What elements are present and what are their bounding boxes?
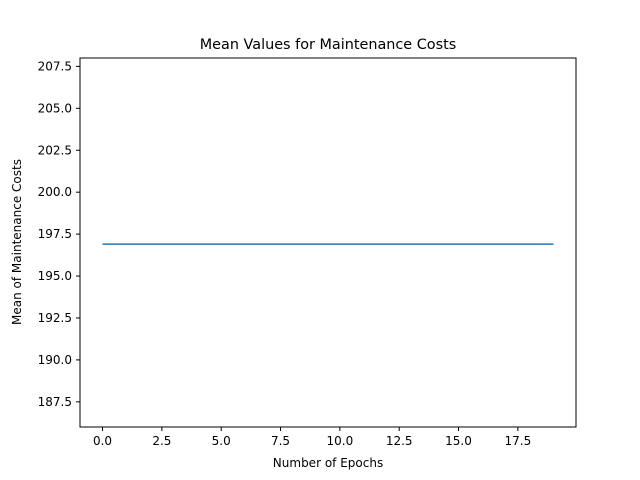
y-tick-label: 205.0 bbox=[38, 101, 72, 115]
x-tick-label: 12.5 bbox=[386, 434, 413, 448]
y-tick-label: 190.0 bbox=[38, 353, 72, 367]
y-tick-label: 207.5 bbox=[38, 59, 72, 73]
y-tick-label: 195.0 bbox=[38, 269, 72, 283]
y-tick-label: 197.5 bbox=[38, 227, 72, 241]
y-axis-ticks: 187.5 190.0 192.5 195.0 197.5 200.0 202.5 205.0… bbox=[38, 59, 80, 409]
x-axis-label: Number of Epochs bbox=[273, 456, 383, 470]
x-tick-label: 7.5 bbox=[271, 434, 290, 448]
y-tick-label: 187.5 bbox=[38, 395, 72, 409]
x-tick-label: 0.0 bbox=[93, 434, 112, 448]
y-axis-label: Mean of Maintenance Costs bbox=[10, 159, 24, 325]
plot-area-frame bbox=[79, 57, 577, 428]
y-tick-label: 202.5 bbox=[38, 143, 72, 157]
x-tick-label: 17.5 bbox=[504, 434, 531, 448]
x-tick-label: 10.0 bbox=[327, 434, 354, 448]
y-tick-label: 192.5 bbox=[38, 311, 72, 325]
x-axis-ticks: 0.0 2.5 5.0 7.5 10.0 12.5 15.0 17.5 bbox=[93, 427, 531, 448]
x-tick-label: 15.0 bbox=[445, 434, 472, 448]
x-tick-label: 5.0 bbox=[212, 434, 231, 448]
chart-title: Mean Values for Maintenance Costs bbox=[200, 37, 456, 53]
x-tick-label: 2.5 bbox=[152, 434, 171, 448]
y-tick-label: 200.0 bbox=[38, 185, 72, 199]
